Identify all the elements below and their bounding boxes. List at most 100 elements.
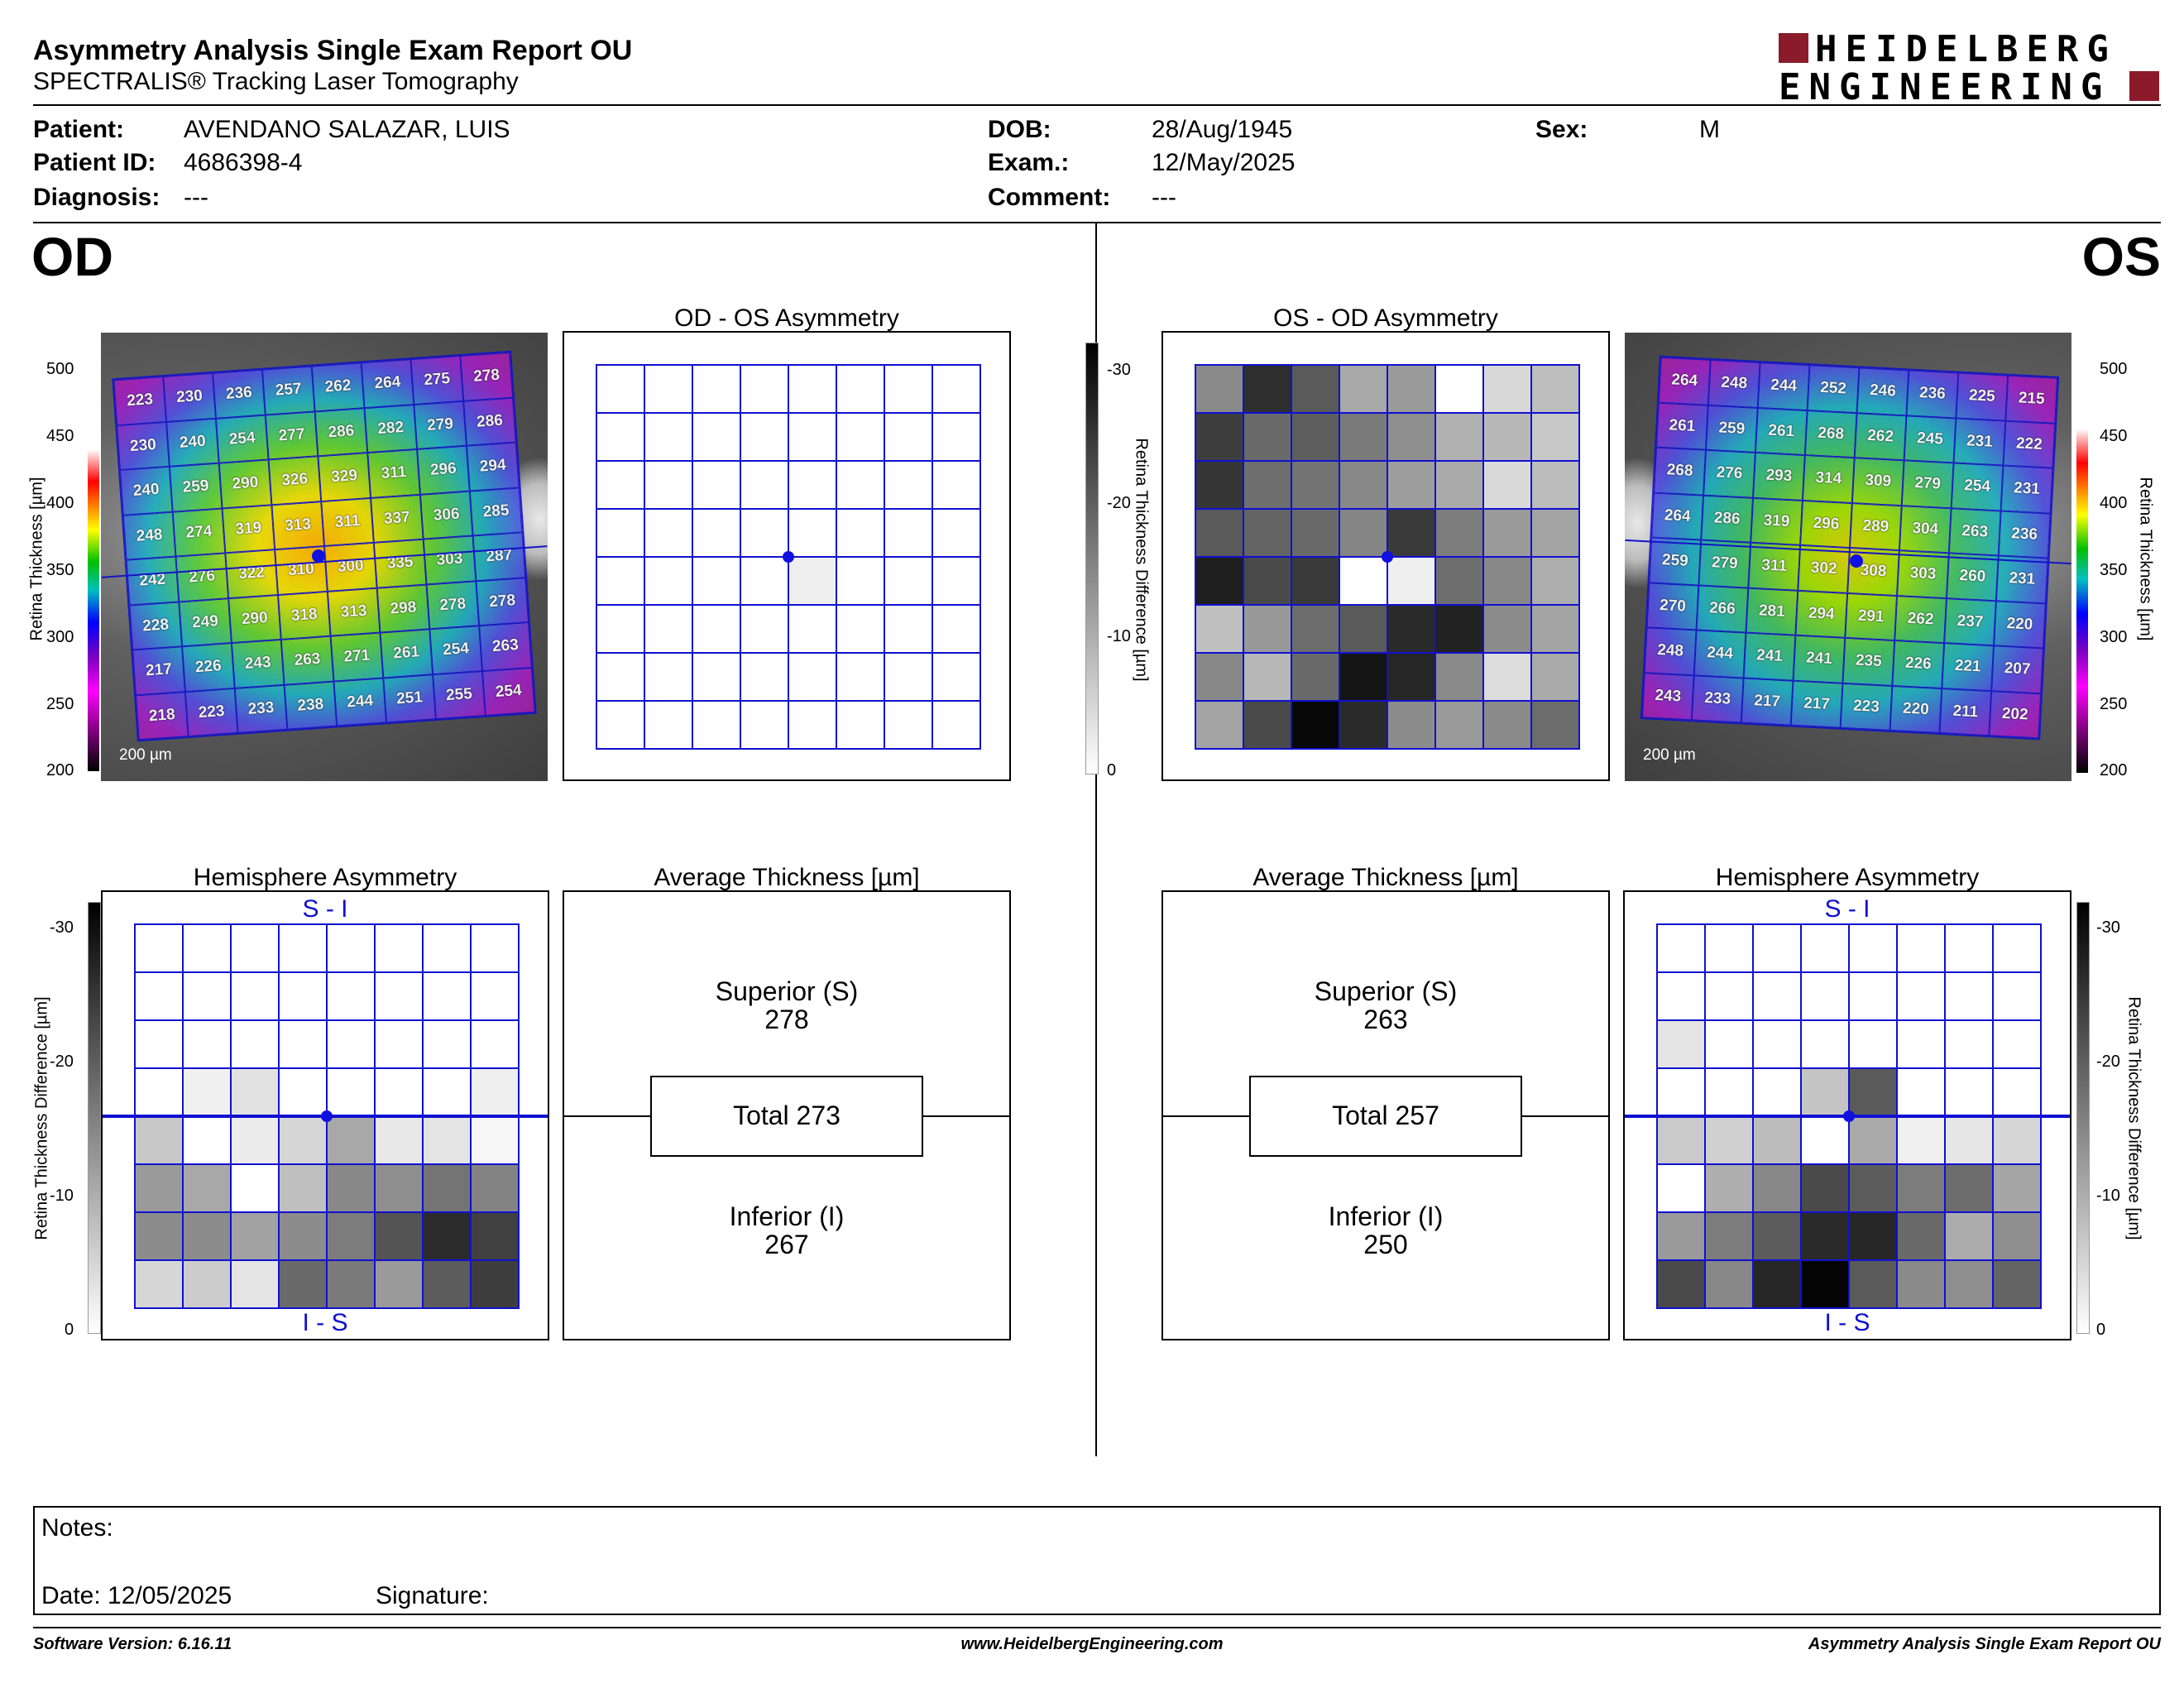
od-hemi-cell [327,1212,375,1260]
od-hemi-cell [375,972,423,1020]
os-inferior-value: 250 [1363,1230,1408,1259]
os-average-title: Average Thickness [µm] [1252,864,1519,891]
od-thickness-colorbar [88,369,99,771]
od-os-diff-cell [596,461,644,509]
os-thickness-cell: 236 [1906,370,1959,419]
os-tick-400: 400 [2100,494,2128,512]
od-hemi-cell [423,1260,471,1308]
os-thickness-cell: 254 [1951,463,2004,511]
os-thickness-cell: 244 [1693,630,1746,678]
od-thickness-cell: 319 [222,504,275,554]
od-os-asymmetry-panel [563,331,1011,781]
os-hemi-cell [1705,1020,1753,1068]
od-hemi-cell [375,1212,423,1260]
od-os-diff-cell [788,365,836,413]
od-thickness-cell: 306 [419,491,473,539]
od-hemisphere-panel: S - I I - S [101,890,549,1340]
os-od-diff-cell [1435,605,1483,653]
od-thickness-cell: 264 [361,359,414,408]
od-os-diff-cell [788,701,836,749]
os-thickness-cell: 296 [1800,500,1852,548]
os-hemi-cell [1801,1212,1849,1260]
od-os-diff-cell [692,653,740,701]
os-od-diff-cell [1483,605,1531,653]
od-thickness-cell: 337 [371,494,424,543]
os-od-diff-cell [1435,461,1483,509]
sex-label: Sex: [1535,116,1588,143]
os-thickness-cell: 241 [1743,632,1796,681]
os-total-box [1249,1076,1522,1157]
os-tick-200: 200 [2100,761,2128,779]
od-hemi-cell [231,1116,279,1164]
od-hemi-cell [423,924,471,972]
od-hemi-cell [375,1164,423,1212]
os-hemi-is-label: I - S [1824,1309,1870,1336]
os-hemi-cell [1849,1020,1897,1068]
os-od-diff-cell [1243,605,1291,653]
os-hemi-cell [1801,1020,1849,1068]
diagnosis-value: --- [184,184,208,211]
report-subtitle: SPECTRALIS® Tracking Laser Tomography [33,68,519,95]
od-tick-200: 200 [46,761,74,779]
od-os-diff-cell [788,557,836,605]
od-thickness-cell: 263 [479,621,532,671]
os-hemi-cell [1705,1212,1753,1260]
os-thickness-cell: 241 [1793,635,1846,683]
os-od-diff-cell [1195,509,1243,557]
os-hemi-cell [1657,1068,1705,1116]
od-thickness-cell: 287 [472,532,526,581]
os-od-diff-cell [1435,557,1483,605]
os-od-diff-cell [1291,605,1339,653]
os-thickness-cell: 237 [1944,597,1996,646]
od-os-diff-cell [788,461,836,509]
os-thickness-cell: 319 [1751,497,1803,545]
os-od-diff-cell [1243,413,1291,461]
patient-name: AVENDANO SALAZAR, LUIS [184,116,510,143]
os-od-diff-cell [1531,701,1579,749]
os-thickness-cell: 262 [1854,412,1907,461]
od-os-diff-cell [836,413,884,461]
os-od-diff-cell [1339,461,1387,509]
od-hemi-cell [231,1212,279,1260]
os-hemi-tick-20: -20 [2096,1053,2120,1071]
od-thickness-cell: 278 [426,580,480,630]
od-thickness-cell: 329 [318,453,371,501]
od-thickness-cell: 263 [280,635,334,685]
od-os-diff-cell [644,653,692,701]
od-thickness-cell: 240 [166,418,219,467]
od-os-diff-cell [692,365,740,413]
od-thickness-cell: 257 [261,366,315,415]
od-os-diff-cell [932,653,980,701]
os-od-diff-cell [1291,365,1339,413]
od-tick-350: 350 [46,561,74,579]
od-os-diff-cell [644,461,692,509]
os-hemi-cell [1753,1116,1801,1164]
os-hemi-cell [1753,924,1801,972]
os-od-diff-cell [1339,701,1387,749]
od-inferior-value: 267 [764,1230,809,1259]
os-hemi-cell [1945,972,1993,1020]
od-thickness-cell: 248 [122,511,176,560]
od-hemi-cell [183,1212,231,1260]
od-hemi-cell [231,1020,279,1068]
os-hemi-cell [1849,1164,1897,1212]
od-hemi-cell [279,1212,327,1260]
od-os-diff-cell [836,461,884,509]
od-thickness-cell: 218 [135,691,189,741]
od-hemi-cell [471,924,519,972]
os-hemi-cell [1705,1164,1753,1212]
od-hemi-cell [279,1068,327,1116]
notes-box[interactable]: Notes: Date: 12/05/2025 Signature: [33,1506,2161,1615]
od-os-diff-cell [932,413,980,461]
od-thickness-cell: 313 [327,587,381,636]
os-hemi-cell [1801,1116,1849,1164]
od-hemi-cell [183,1116,231,1164]
od-os-diff-cell [788,413,836,461]
os-fundus-image: 264 248 244 252 246 236 225 215 261 259 261 268 262 2… [1625,333,2071,781]
os-hemi-cell [1897,1116,1945,1164]
os-od-diff-cell [1387,605,1435,653]
od-os-asymmetry-grid [596,364,981,750]
od-average-title: Average Thickness [µm] [654,864,920,891]
website-link[interactable]: www.HeidelbergEngineering.com [960,1635,1224,1653]
od-hemi-cell [231,1260,279,1308]
